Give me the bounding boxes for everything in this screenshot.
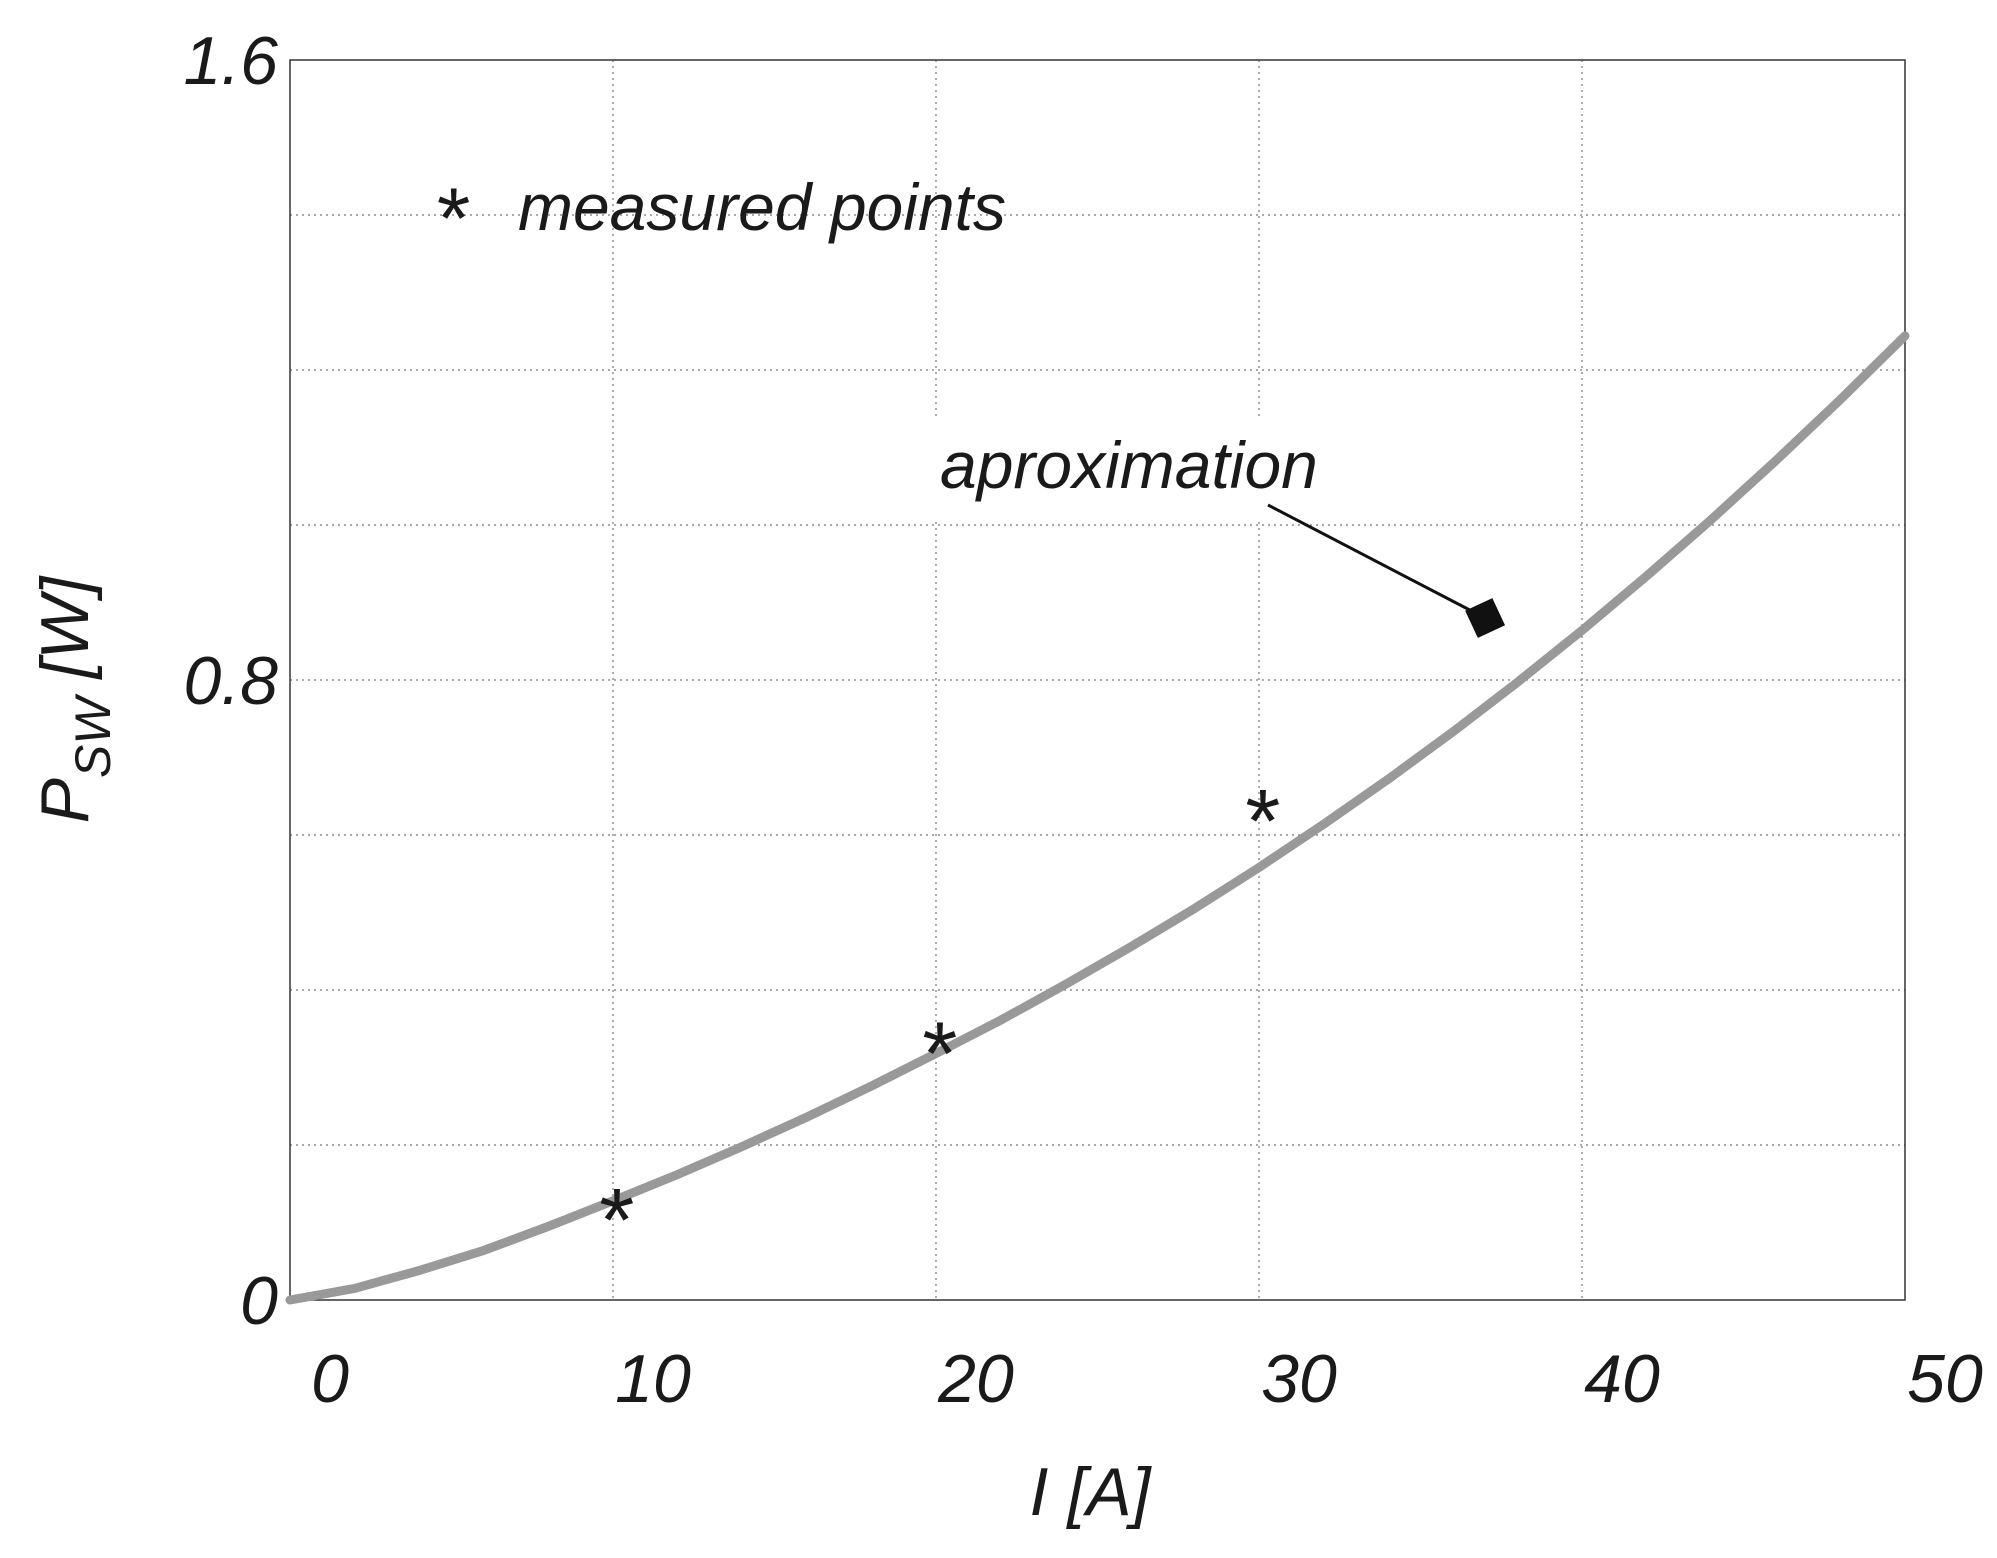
gridlines bbox=[290, 60, 1905, 1300]
annotation-label-background bbox=[912, 420, 1472, 520]
x-tick-label: 10 bbox=[615, 1341, 691, 1417]
x-tick-label: 30 bbox=[1261, 1341, 1337, 1417]
x-tick-label: 20 bbox=[937, 1341, 1014, 1417]
y-axis-label-unit: [W] bbox=[27, 575, 103, 698]
legend-marker-asterisk: * bbox=[433, 171, 469, 267]
x-axis-label: I [A] bbox=[1030, 1454, 1153, 1530]
y-axis-label-subscript: SW bbox=[65, 693, 121, 778]
y-axis-label-main: P bbox=[27, 778, 103, 823]
measured-point: * bbox=[1241, 772, 1279, 872]
tick-labels: 0 10 20 30 40 50 0 0.8 1.6 bbox=[183, 23, 1983, 1417]
series-line-aproximation bbox=[285, 331, 1910, 1305]
y-tick-label: 1.6 bbox=[183, 23, 278, 99]
measured-point: * bbox=[918, 1004, 956, 1104]
aproximation-annotation: aproximation bbox=[912, 420, 1506, 638]
series-group: * * * bbox=[285, 331, 1910, 1305]
plot-area-frame bbox=[289, 59, 1906, 1301]
x-tick-label: 50 bbox=[1907, 1341, 1983, 1417]
y-tick-label: 0.8 bbox=[183, 643, 278, 719]
x-tick-label: 40 bbox=[1584, 1341, 1660, 1417]
annotation-square-marker bbox=[1465, 598, 1506, 638]
x-tick-label: 0 bbox=[311, 1341, 349, 1417]
legend: * measured points bbox=[433, 170, 1006, 267]
measured-point: * bbox=[595, 1171, 633, 1271]
y-tick-label: 0 bbox=[240, 1263, 278, 1339]
annotation-leader-line bbox=[1267, 503, 1486, 620]
y-axis-label: PSW [W] bbox=[27, 575, 121, 824]
legend-label-measured-points: measured points bbox=[518, 170, 1006, 244]
annotation-label-aproximation: aproximation bbox=[940, 428, 1318, 502]
